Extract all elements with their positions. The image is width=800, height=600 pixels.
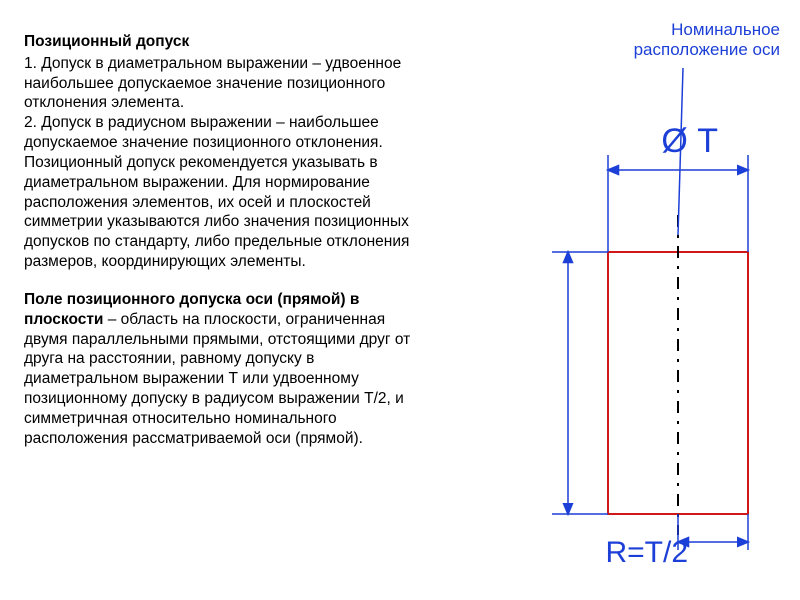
diagram-svg <box>448 20 788 580</box>
paragraph-3-rest: – область на плоскости, ограниченная дву… <box>24 311 410 447</box>
nominal-callout-line <box>678 68 683 235</box>
paragraph-1: 1. Допуск в диаметральном выражении – уд… <box>24 54 424 113</box>
height-dimension <box>552 252 608 514</box>
radius-dimension <box>678 514 748 550</box>
tolerance-diagram: Номинальное расположение оси Ø Т R=T/2 <box>448 20 788 580</box>
paragraph-3: Поле позиционного допуска оси (прямой) в… <box>24 290 424 449</box>
paragraph-2: 2. Допуск в радиусном выражении – наибол… <box>24 113 424 272</box>
title: Позиционный допуск <box>24 32 424 52</box>
